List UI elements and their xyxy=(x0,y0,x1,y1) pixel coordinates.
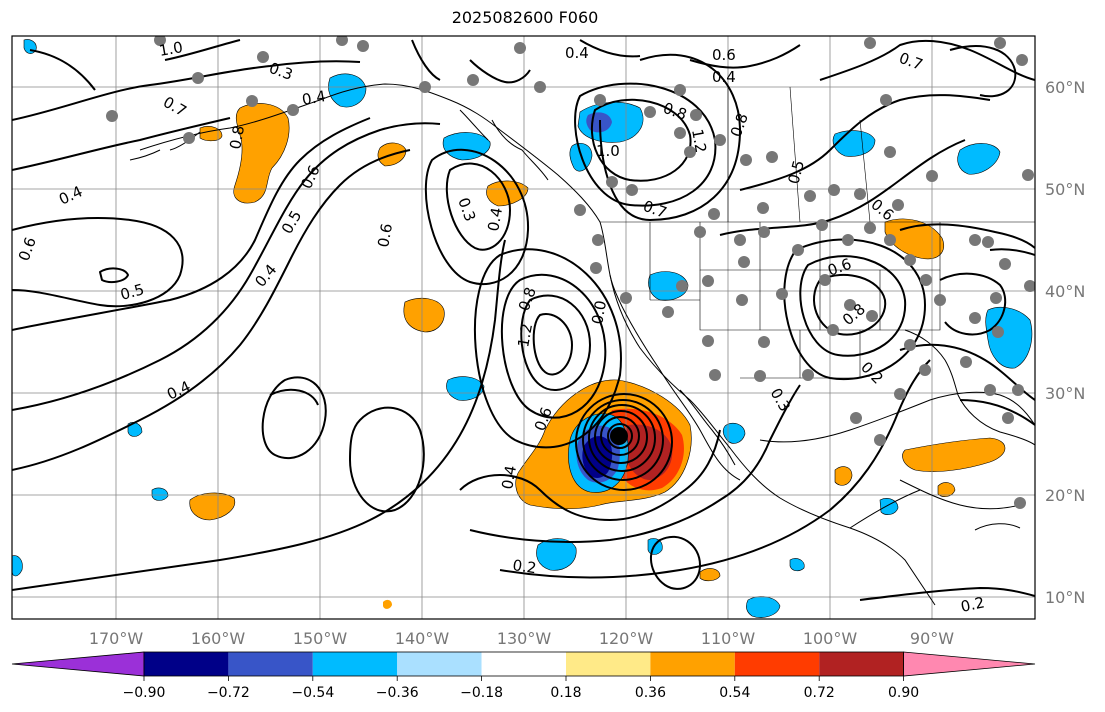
colorbar-max-extend xyxy=(903,651,1036,677)
contour-label: 0.8 xyxy=(226,124,248,151)
colorbar-frame xyxy=(143,651,904,677)
lon-tick-label: 90°W xyxy=(910,629,954,648)
colorbar-swatch xyxy=(144,652,229,676)
shade-orange-alaska xyxy=(233,103,290,204)
lon-tick-label: 120°W xyxy=(599,629,654,648)
shade-orange-small-1 xyxy=(699,568,721,582)
colorbar-tick-label: 0.18 xyxy=(550,685,581,701)
contour-label: 0.2 xyxy=(511,556,537,577)
shade-orange-small-3 xyxy=(937,482,956,497)
shade-blue-quebec xyxy=(957,143,1001,175)
contour-label: 0.0 xyxy=(588,299,610,326)
colorbar-tick-label: 0.90 xyxy=(888,685,919,701)
shade-orange-gulf-mex xyxy=(902,437,1006,472)
graticule xyxy=(12,36,1035,619)
contour-label: 1.0 xyxy=(158,38,185,60)
colorbar-swatch xyxy=(397,652,482,676)
lon-tick-label: 170°W xyxy=(89,629,144,648)
contour-label: 0.4 xyxy=(484,206,506,233)
shade-blue-small-4 xyxy=(151,487,169,501)
contour-label: 0.6 xyxy=(374,222,396,249)
shade-darkred-hurricane xyxy=(623,424,673,480)
shade-blue-small-5 xyxy=(12,555,23,577)
colorbar-tick-label: 0.36 xyxy=(635,685,666,701)
map-title: 2025082600 F060 xyxy=(451,8,599,27)
colorbar-tick-label: 0.72 xyxy=(804,685,835,701)
contour-label: 0.5 xyxy=(784,158,808,186)
shade-blue-pacific xyxy=(446,376,485,401)
colorbar-swatch xyxy=(481,652,566,676)
contour-label: 0.4 xyxy=(498,464,520,491)
lon-tick-label: 160°W xyxy=(191,629,246,648)
storm-center-marker xyxy=(610,427,628,445)
contour-label: 1.2 xyxy=(514,322,536,349)
shade-orange-pacific xyxy=(403,297,445,333)
contour-label: 0.6 xyxy=(712,46,736,64)
lon-tick-label: 130°W xyxy=(497,629,552,648)
colorbar-swatch xyxy=(650,652,735,676)
colorbar-tick-label: −0.18 xyxy=(460,685,503,701)
lat-tick-label: 10°N xyxy=(1045,588,1085,607)
contour-label: 0.5 xyxy=(118,280,146,304)
lat-tick-label: 30°N xyxy=(1045,384,1085,403)
colorbar-swatch xyxy=(734,652,820,676)
contour-label: 1.2 xyxy=(688,128,710,155)
colorbar-swatch xyxy=(819,652,904,676)
shade-orange-hawaii xyxy=(189,492,236,521)
lon-tick-label: 110°W xyxy=(701,629,756,648)
coastlines xyxy=(129,83,1035,606)
colorbar-tick-label: −0.90 xyxy=(123,685,166,701)
lat-tick-label: 40°N xyxy=(1045,282,1085,301)
colorbar-min-extend xyxy=(11,651,145,677)
colorbar-tick-label: −0.72 xyxy=(207,685,250,701)
contour-label: 0.2 xyxy=(959,593,986,616)
shade-orange-small-4 xyxy=(383,599,392,609)
colorbar-swatch xyxy=(566,652,651,676)
lon-tick-label: 140°W xyxy=(395,629,450,648)
lon-tick-label: 150°W xyxy=(293,629,348,648)
lat-tick-label: 20°N xyxy=(1045,486,1085,505)
colorbar-swatch xyxy=(228,652,313,676)
contour-label: 0.4 xyxy=(712,68,736,86)
colorbar-swatch xyxy=(312,652,398,676)
colorbar-tick-label: 0.54 xyxy=(719,685,750,701)
map-frame xyxy=(11,35,1036,620)
political-borders xyxy=(600,86,1035,379)
colorbar: −0.90 −0.72 −0.54 −0.36 −0.18 0.18 0.36 … xyxy=(11,651,1036,701)
lat-tick-label: 60°N xyxy=(1045,78,1085,97)
shade-blue-south xyxy=(536,538,577,571)
colorbar-tick-label: −0.54 xyxy=(291,685,334,701)
station-dots xyxy=(106,36,1035,509)
lon-tick-label: 100°W xyxy=(803,629,858,648)
contour-label: 0.4 xyxy=(301,87,328,109)
shade-blue-baja xyxy=(722,422,746,444)
shade-blue-small-7 xyxy=(789,558,805,572)
contour-label: 1.0 xyxy=(596,142,620,160)
lat-tick-label: 50°N xyxy=(1045,180,1085,199)
latitude-axis: 60°N 50°N 40°N 30°N 20°N 10°N xyxy=(1045,78,1085,607)
shade-orange-small-2 xyxy=(834,466,853,486)
contour-label: 0.4 xyxy=(565,44,589,62)
longitude-axis: 170°W 160°W 150°W 140°W 130°W 120°W 110°… xyxy=(89,629,954,648)
colorbar-tick-label: −0.36 xyxy=(376,685,419,701)
